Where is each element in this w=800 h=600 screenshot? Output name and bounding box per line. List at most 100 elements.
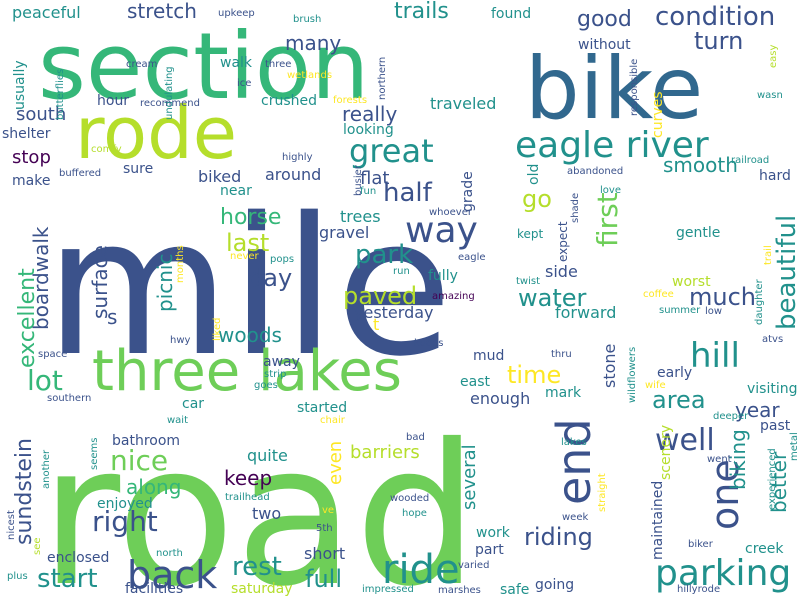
word-great: great	[349, 132, 434, 170]
word-part: part	[475, 542, 504, 558]
word-picnic: picnic	[153, 254, 177, 312]
word-day: day	[248, 264, 292, 292]
word-wasn: wasn	[757, 90, 783, 101]
word-expect: expect	[556, 221, 570, 262]
word-comfy: comfy	[91, 144, 122, 155]
word-ice: ice	[237, 78, 251, 89]
word-metal: metal	[789, 432, 800, 461]
word-side: side	[545, 262, 578, 281]
word-flat: flat	[360, 168, 389, 189]
word-first: first	[591, 192, 624, 247]
word-many: many	[285, 31, 341, 55]
word-past: past	[760, 418, 791, 434]
word-gravel: gravel	[319, 223, 369, 242]
word-away: away	[263, 354, 300, 370]
word-plus: plus	[7, 571, 28, 582]
word-wife: wife	[645, 380, 666, 391]
word-wetlands: wetlands	[287, 70, 332, 81]
word-really: really	[342, 102, 397, 126]
word-hillyrode: hillyrode	[677, 584, 720, 595]
word-nice: nice	[110, 444, 168, 477]
word-hard: hard	[759, 168, 791, 184]
word-visiting: visiting	[747, 381, 798, 397]
word-biking: biking	[726, 429, 750, 490]
word-lot: lot	[27, 364, 63, 397]
word-run: run	[393, 266, 410, 277]
word-mud: mud	[473, 348, 504, 364]
word-wooded: wooded	[390, 493, 429, 504]
word-strip: strip	[264, 369, 286, 380]
word-cream: cream	[126, 59, 157, 70]
word-deeper: deeper	[713, 411, 749, 422]
word-keep: keep	[224, 466, 272, 490]
word-undulating: undulating	[164, 66, 175, 120]
word-trails: trails	[394, 0, 449, 24]
word-right: right	[92, 505, 158, 538]
word-fully: fully	[428, 268, 458, 284]
word-trailhead: trailhead	[225, 492, 270, 503]
word-love: love	[600, 185, 621, 196]
word-sundstein: sundstein	[12, 438, 37, 545]
word-walk: walk	[220, 55, 253, 71]
word-twist: twist	[516, 276, 540, 287]
word-make: make	[12, 173, 50, 189]
word-brush: brush	[293, 14, 321, 25]
word-start: start	[37, 564, 98, 594]
word-space: space	[38, 349, 67, 360]
word-months: months	[175, 245, 186, 283]
word-hour: hour	[97, 93, 129, 109]
word-going: going	[535, 577, 574, 593]
word-traveled: traveled	[430, 94, 496, 113]
word-rode: rode	[75, 91, 237, 175]
word-work: work	[476, 525, 511, 541]
word-stretch: stretch	[127, 0, 197, 23]
word-east: east	[460, 374, 490, 390]
word-area: area	[652, 386, 706, 414]
word-wildflowers: wildflowers	[627, 347, 638, 403]
word-straight: straight	[597, 473, 608, 512]
word-peaceful: peaceful	[12, 3, 81, 22]
word-liked: liked	[212, 318, 223, 342]
word-northern: northern	[377, 57, 388, 100]
word-shade: shade	[570, 193, 581, 223]
word-two: two	[252, 504, 281, 523]
word-shelter: shelter	[2, 126, 51, 142]
word-several: several	[459, 444, 480, 510]
word-mile: mile	[45, 177, 453, 398]
word-hope: hope	[402, 508, 427, 519]
word-started: started	[297, 400, 347, 416]
word-paved: paved	[343, 282, 417, 310]
word-north: north	[156, 548, 183, 559]
word-gentle: gentle	[676, 225, 720, 241]
word-responsible: responsible	[629, 59, 640, 116]
word-trail: trail	[763, 245, 774, 265]
word-back: back	[127, 553, 217, 597]
word-beautiful: beautiful	[772, 215, 800, 330]
word-mark: mark	[545, 385, 582, 401]
word-rest: rest	[232, 552, 282, 582]
word-highly: highly	[282, 152, 313, 163]
word-along: along	[126, 475, 181, 499]
word-eagle-river: eagle river	[515, 125, 709, 166]
word-without: without	[578, 37, 631, 53]
word-buffered: buffered	[59, 168, 101, 179]
word-bike: bike	[525, 39, 703, 139]
word-crushed: crushed	[261, 93, 317, 109]
word-old: old	[526, 164, 542, 185]
word-forests: forests	[333, 95, 367, 106]
word-curves: curves	[650, 91, 666, 138]
word-worst: worst	[672, 274, 711, 290]
word-last: last	[226, 229, 269, 257]
word-enjoyed: enjoyed	[97, 496, 153, 512]
word-butterflies: butterflies	[55, 69, 66, 120]
word-yesterday: yesterday	[354, 303, 434, 322]
word-boardwalk: boardwalk	[29, 226, 53, 330]
word-coffee: coffee	[643, 289, 674, 300]
word-goes: goes	[254, 380, 278, 391]
word-one: one	[703, 459, 747, 530]
word-week: week	[562, 512, 588, 523]
word-went: went	[707, 454, 732, 465]
word-wait: wait	[167, 415, 188, 426]
word-summer: summer	[659, 305, 701, 316]
